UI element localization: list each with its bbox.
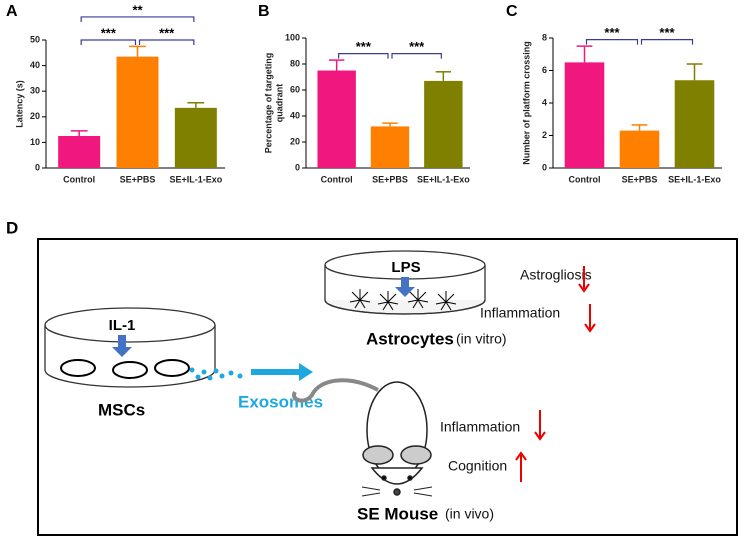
msc-dish xyxy=(44,307,216,388)
significance-label: ** xyxy=(132,2,143,17)
y-tick-label: 8 xyxy=(542,32,547,42)
y-axis-label: Latency (s) xyxy=(14,80,24,128)
significance-bracket xyxy=(138,39,195,45)
in-vitro-label: (in vitro) xyxy=(456,331,507,347)
x-tick-label: SE+IL-1-Exo xyxy=(169,174,222,184)
significance-label: *** xyxy=(409,39,425,54)
il1-arrow xyxy=(112,335,132,357)
y-tick-label: 10 xyxy=(30,137,40,147)
y-tick-label: 50 xyxy=(30,34,40,44)
panel-label: D xyxy=(6,218,18,237)
up-arrow xyxy=(515,451,527,482)
significance-bracket xyxy=(391,53,442,59)
y-axis-label: Number of platform crossing xyxy=(521,41,531,165)
mscs-label: MSCs xyxy=(98,400,145,419)
exosome-dots xyxy=(189,367,243,381)
lps-label: LPS xyxy=(391,259,420,276)
significance-bracket xyxy=(80,39,137,45)
y-tick-label: 0 xyxy=(542,162,547,172)
bar xyxy=(619,130,660,168)
bar xyxy=(674,80,715,168)
bar xyxy=(370,126,410,168)
y-axis-label: quadrant xyxy=(274,84,284,123)
x-tick-label: SE+PBS xyxy=(120,174,156,184)
bar xyxy=(564,62,605,168)
significance-label: *** xyxy=(356,39,372,54)
panel-label: C xyxy=(506,3,518,20)
y-tick-label: 40 xyxy=(30,60,40,70)
y-tick-label: 40 xyxy=(290,110,300,120)
in-vivo-label: (in vivo) xyxy=(445,506,494,522)
bar xyxy=(317,70,356,168)
significance-label: *** xyxy=(604,25,620,40)
inflammation-label: Inflammation xyxy=(480,305,560,321)
x-tick-label: SE+PBS xyxy=(372,174,408,184)
y-tick-label: 80 xyxy=(290,58,300,68)
y-tick-label: 60 xyxy=(290,84,300,94)
down-arrow xyxy=(534,410,546,441)
mouse xyxy=(292,378,433,497)
diagram-box xyxy=(37,238,738,536)
significance-bracket xyxy=(640,39,694,45)
y-tick-label: 100 xyxy=(285,32,300,42)
bar xyxy=(58,136,101,168)
significance-bracket xyxy=(80,16,195,22)
bar xyxy=(116,56,159,168)
y-tick-label: 20 xyxy=(290,136,300,146)
inflammation-label: Inflammation xyxy=(440,419,520,435)
down-arrow xyxy=(578,266,590,293)
cognition-label: Cognition xyxy=(448,458,507,474)
bar xyxy=(424,80,463,168)
significance-label: *** xyxy=(101,25,117,40)
se-mouse-label: SE Mouse xyxy=(357,504,438,523)
bar xyxy=(174,107,217,168)
panel-label: A xyxy=(6,3,18,20)
y-tick-label: 0 xyxy=(295,162,300,172)
significance-label: *** xyxy=(659,25,675,40)
astrocytes-label: Astrocytes xyxy=(366,329,454,348)
x-tick-label: Control xyxy=(321,174,353,184)
y-tick-label: 6 xyxy=(542,65,547,75)
significance-bracket xyxy=(338,53,389,59)
significance-label: *** xyxy=(159,25,175,40)
x-tick-label: SE+IL-1-Exo xyxy=(417,174,470,184)
y-tick-label: 2 xyxy=(542,130,547,140)
y-tick-label: 30 xyxy=(30,86,40,96)
x-tick-label: Control xyxy=(63,174,95,184)
down-arrow xyxy=(584,304,596,333)
x-tick-label: SE+PBS xyxy=(622,174,658,184)
y-tick-label: 4 xyxy=(542,97,547,107)
x-tick-label: SE+IL-1-Exo xyxy=(668,174,721,184)
exosomes-label: Exosomes xyxy=(238,392,323,411)
panel-label: B xyxy=(258,3,270,20)
y-tick-label: 20 xyxy=(30,111,40,121)
il1-label: IL-1 xyxy=(109,317,136,334)
y-tick-label: 0 xyxy=(35,162,40,172)
exosome-arrow xyxy=(251,363,313,381)
x-tick-label: Control xyxy=(569,174,601,184)
significance-bracket xyxy=(585,39,639,45)
lps-arrow xyxy=(395,277,415,297)
y-axis-label: Percentage of targeting xyxy=(263,53,273,154)
astrogliosis-label: Astrogliosis xyxy=(520,267,592,283)
